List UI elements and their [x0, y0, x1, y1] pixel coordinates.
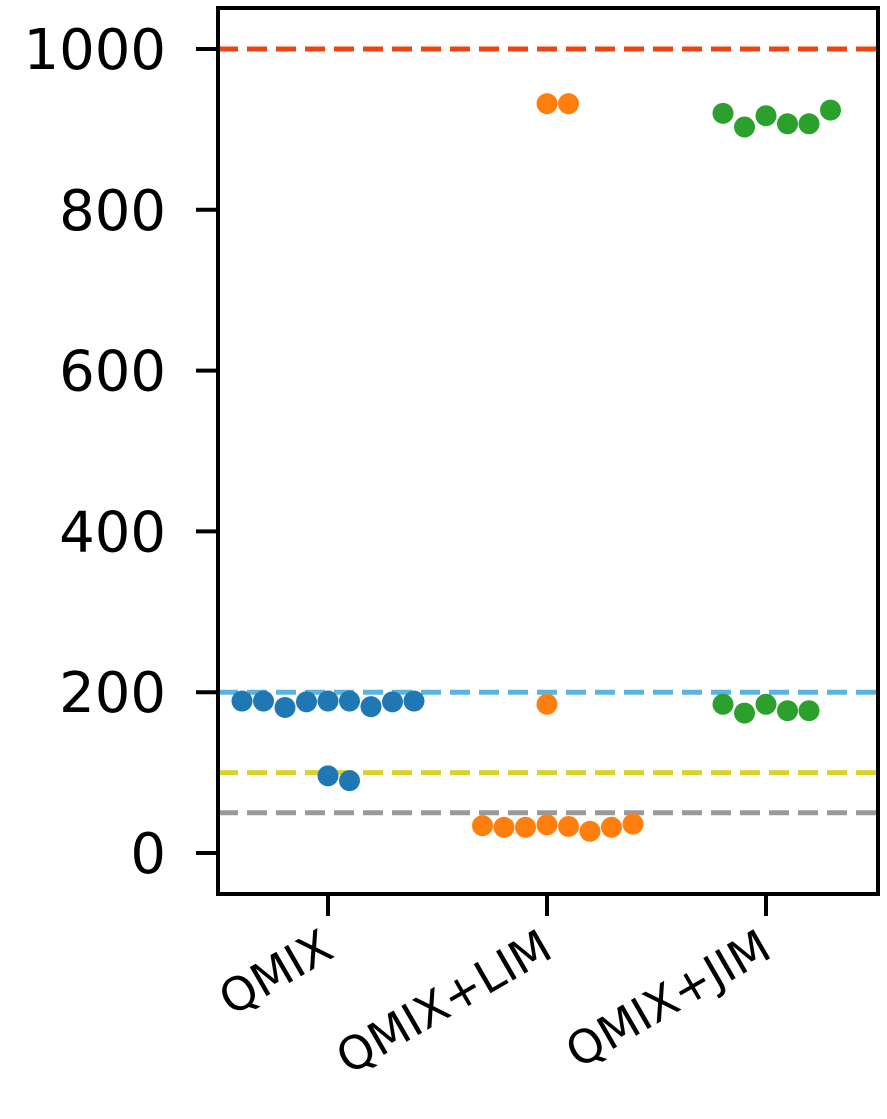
- point-qmix-lim-10: [622, 813, 644, 835]
- point-qmix-1: [339, 690, 360, 712]
- point-qmix-jim-0: [755, 105, 777, 127]
- x-tick-label-2: QMIX+JIM: [556, 919, 779, 1079]
- point-qmix-lim-4: [558, 815, 579, 837]
- point-qmix-lim-0: [536, 93, 558, 115]
- point-qmix-jim-2: [734, 116, 755, 138]
- point-qmix-lim-1: [558, 93, 579, 115]
- point-qmix-jim-6: [755, 693, 777, 715]
- x-tick-label-1: QMIX+LIM: [327, 919, 560, 1085]
- point-qmix-jim-1: [777, 113, 798, 135]
- y-tick-label-0: 0: [130, 822, 166, 887]
- point-qmix-jim-3: [798, 113, 820, 135]
- point-qmix-lim-9: [472, 815, 493, 837]
- point-qmix-7: [403, 690, 425, 712]
- point-qmix-lim-3: [536, 814, 558, 836]
- data-points: [231, 93, 841, 842]
- point-qmix-9: [317, 765, 339, 787]
- y-tick-label-200: 200: [59, 661, 166, 726]
- point-qmix-jim-10: [712, 693, 734, 715]
- y-tick-label-400: 400: [59, 500, 166, 565]
- point-qmix-5: [382, 691, 403, 713]
- point-qmix-2: [296, 691, 317, 713]
- point-qmix-lim-5: [515, 816, 536, 838]
- y-axis: 0 200 400 600 800 1000: [23, 18, 218, 887]
- plot-frame: [216, 6, 880, 896]
- y-tick-label-600: 600: [59, 340, 166, 405]
- point-qmix-jim-9: [798, 700, 820, 722]
- point-qmix-3: [360, 696, 382, 718]
- point-qmix-jim-4: [712, 102, 734, 124]
- point-qmix-lim-8: [601, 816, 622, 838]
- y-tick-label-1000: 1000: [23, 18, 166, 83]
- point-qmix-lim-7: [493, 816, 515, 838]
- x-tick-label-0: QMIX: [210, 919, 342, 1026]
- point-qmix-jim-7: [777, 700, 798, 722]
- y-tick-label-800: 800: [59, 179, 166, 244]
- point-qmix-0: [317, 690, 339, 712]
- reference-lines: [218, 46, 878, 816]
- point-qmix-8: [231, 690, 253, 712]
- point-qmix-lim-6: [579, 820, 601, 842]
- point-qmix-jim-5: [820, 99, 841, 121]
- point-qmix-lim-2: [536, 693, 558, 715]
- point-qmix-jim-8: [734, 702, 755, 724]
- point-qmix-10: [339, 770, 360, 792]
- point-qmix-6: [253, 690, 274, 712]
- point-qmix-4: [274, 696, 296, 718]
